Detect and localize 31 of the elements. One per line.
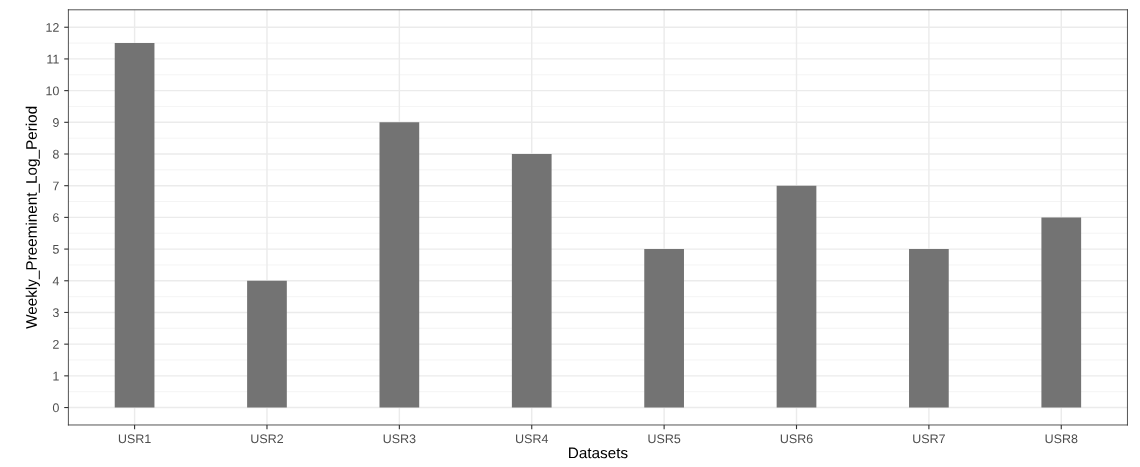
y-tick-label: 0: [52, 403, 59, 413]
bar: [379, 122, 420, 408]
y-tick-label: 2: [53, 339, 59, 349]
x-tick-label: USR1: [118, 434, 151, 444]
x-axis-title: Datasets: [569, 447, 628, 459]
y-tick-label: 4: [52, 276, 60, 286]
bar: [511, 154, 552, 408]
x-tick-label: USR7: [913, 434, 945, 444]
y-tick-label: 6: [53, 213, 59, 223]
y-axis-title: Weekly_Preeminent_Log_Period: [25, 106, 40, 329]
y-tick-label: 9: [53, 118, 59, 127]
x-tick-label: USR3: [383, 434, 416, 444]
x-tick-label: USR8: [1045, 434, 1078, 444]
bar: [644, 249, 684, 408]
y-tick-label: 12: [46, 23, 59, 32]
x-tick-label: USR2: [251, 434, 284, 444]
bar: [909, 249, 949, 408]
y-tick-label: 7: [53, 181, 59, 191]
y-tick-label: 11: [47, 54, 59, 64]
x-tick-label: USR6: [780, 434, 813, 444]
x-tick-label: USR5: [648, 434, 681, 444]
y-tick-label: 5: [52, 245, 59, 254]
x-tick-label: USR4: [516, 434, 549, 444]
y-tick-label: 3: [52, 308, 59, 318]
y-tick-label: 10: [46, 86, 59, 96]
bar: [776, 185, 817, 408]
bar: [114, 43, 155, 408]
bar: [1041, 217, 1082, 408]
y-tick-label: 8: [52, 149, 59, 159]
bar: [247, 280, 287, 408]
y-tick-label: 1: [53, 371, 59, 381]
